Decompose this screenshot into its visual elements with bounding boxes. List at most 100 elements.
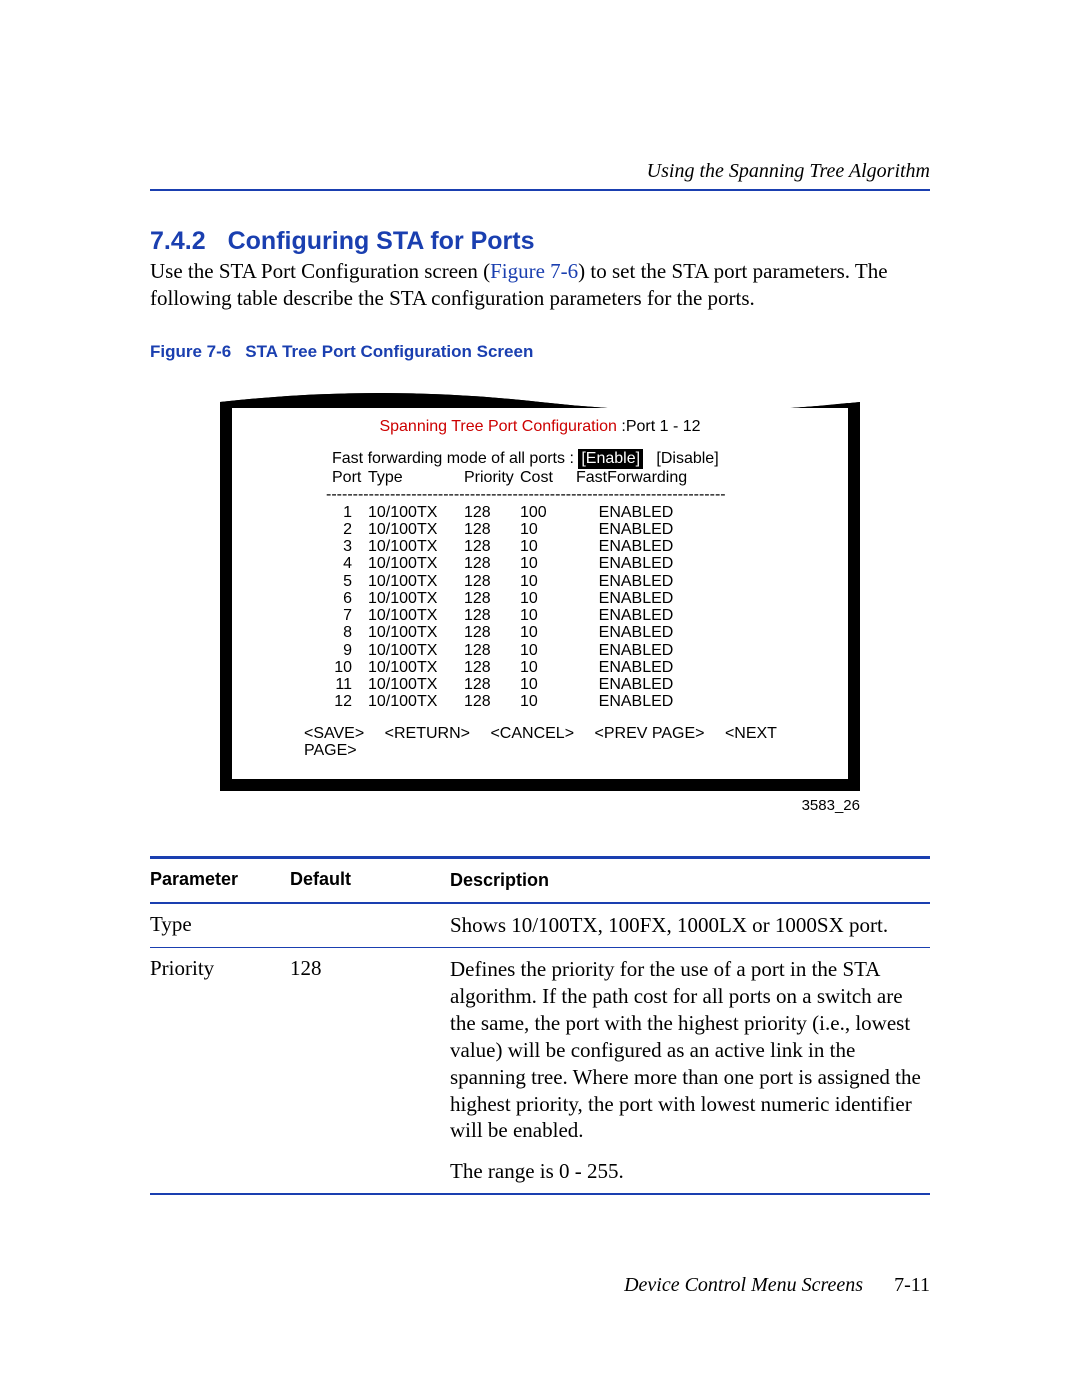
running-head: Using the Spanning Tree Algorithm bbox=[150, 160, 930, 191]
intro-paragraph: Use the STA Port Configuration screen (F… bbox=[150, 258, 930, 312]
th-type: Type bbox=[368, 469, 464, 486]
nav-save[interactable]: <SAVE> bbox=[304, 725, 364, 742]
cell-fastforwarding: ENABLED bbox=[576, 555, 696, 572]
cell-type: 10/100TX bbox=[368, 624, 464, 641]
param-row-priority: Priority 128 Defines the priority for th… bbox=[150, 948, 930, 1193]
cell-fastforwarding: ENABLED bbox=[576, 624, 696, 641]
terminal-header-row: Port Type Priority Cost FastForwarding bbox=[332, 469, 832, 486]
terminal-data-row: 310/100TX12810ENABLED bbox=[332, 538, 832, 555]
cell-cost: 10 bbox=[520, 642, 576, 659]
cell-param: Priority bbox=[150, 956, 290, 981]
cell-type: 10/100TX bbox=[368, 607, 464, 624]
th-description: Description bbox=[450, 869, 930, 892]
figure-link[interactable]: Figure 7-6 bbox=[490, 259, 578, 283]
cell-type: 10/100TX bbox=[368, 590, 464, 607]
terminal-data-row: 910/100TX12810ENABLED bbox=[332, 642, 832, 659]
cell-cost: 10 bbox=[520, 624, 576, 641]
th-default: Default bbox=[290, 869, 450, 892]
cell-priority: 128 bbox=[464, 521, 520, 538]
cell-cost: 10 bbox=[520, 659, 576, 676]
cell-fastforwarding: ENABLED bbox=[576, 676, 696, 693]
cell-fastforwarding: ENABLED bbox=[576, 693, 696, 710]
cell-fastforwarding: ENABLED bbox=[576, 504, 696, 521]
cell-priority: 128 bbox=[464, 573, 520, 590]
cell-priority: 128 bbox=[464, 693, 520, 710]
parameter-table: Parameter Default Description Type Shows… bbox=[150, 856, 930, 1195]
cell-cost: 10 bbox=[520, 693, 576, 710]
figure-caption: Figure 7-6 STA Tree Port Configuration Sc… bbox=[150, 342, 930, 362]
cell-default: 128 bbox=[290, 956, 450, 981]
th-parameter: Parameter bbox=[150, 869, 290, 892]
param-row-type: Type Shows 10/100TX, 100FX, 1000LX or 10… bbox=[150, 904, 930, 948]
fast-forward-row: Fast forwarding mode of all ports : [Ena… bbox=[332, 449, 832, 469]
cell-priority: 128 bbox=[464, 504, 520, 521]
cell-priority: 128 bbox=[464, 642, 520, 659]
cell-port: 11 bbox=[332, 676, 368, 693]
cell-port: 12 bbox=[332, 693, 368, 710]
cell-param: Type bbox=[150, 912, 290, 937]
cell-cost: 10 bbox=[520, 607, 576, 624]
terminal-body: Spanning Tree Port Configuration :Port 1… bbox=[220, 406, 860, 792]
cell-cost: 10 bbox=[520, 676, 576, 693]
terminal-nav: <SAVE> <RETURN> <CANCEL> <PREV PAGE> <NE… bbox=[304, 725, 832, 760]
cell-type: 10/100TX bbox=[368, 693, 464, 710]
cell-priority: 128 bbox=[464, 659, 520, 676]
terminal-data-row: 110/100TX128100ENABLED bbox=[332, 504, 832, 521]
cell-fastforwarding: ENABLED bbox=[576, 573, 696, 590]
cell-priority: 128 bbox=[464, 538, 520, 555]
figure-caption-num: Figure 7-6 bbox=[150, 342, 231, 361]
terminal-data-row: 1110/100TX12810ENABLED bbox=[332, 676, 832, 693]
cell-cost: 10 bbox=[520, 573, 576, 590]
cell-desc-range: The range is 0 - 255. bbox=[450, 1158, 930, 1185]
figure-id: 3583_26 bbox=[220, 797, 860, 814]
cell-type: 10/100TX bbox=[368, 504, 464, 521]
cell-port: 10 bbox=[332, 659, 368, 676]
cell-cost: 10 bbox=[520, 521, 576, 538]
cell-fastforwarding: ENABLED bbox=[576, 521, 696, 538]
figure-caption-text: STA Tree Port Configuration Screen bbox=[245, 342, 533, 361]
terminal-data-row: 1210/100TX12810ENABLED bbox=[332, 693, 832, 710]
nav-cancel[interactable]: <CANCEL> bbox=[490, 725, 574, 742]
terminal-data-row: 710/100TX12810ENABLED bbox=[332, 607, 832, 624]
cell-fastforwarding: ENABLED bbox=[576, 607, 696, 624]
cell-priority: 128 bbox=[464, 590, 520, 607]
cell-port: 9 bbox=[332, 642, 368, 659]
terminal-data-row: 1010/100TX12810ENABLED bbox=[332, 659, 832, 676]
th-fastforwarding: FastForwarding bbox=[576, 469, 696, 486]
terminal-title: Spanning Tree Port Configuration :Port 1… bbox=[248, 418, 832, 435]
ff-other-option[interactable]: [Disable] bbox=[656, 450, 718, 467]
cell-type: 10/100TX bbox=[368, 659, 464, 676]
th-priority: Priority bbox=[464, 469, 520, 486]
cell-priority: 128 bbox=[464, 624, 520, 641]
cell-priority: 128 bbox=[464, 555, 520, 572]
para-pre: Use the STA Port Configuration screen ( bbox=[150, 259, 490, 283]
th-port: Port bbox=[332, 469, 368, 486]
terminal-figure: Spanning Tree Port Configuration :Port 1… bbox=[220, 390, 860, 792]
terminal-data-row: 210/100TX12810ENABLED bbox=[332, 521, 832, 538]
cell-priority: 128 bbox=[464, 607, 520, 624]
cell-desc: Shows 10/100TX, 100FX, 1000LX or 1000SX … bbox=[450, 912, 930, 939]
cell-port: 6 bbox=[332, 590, 368, 607]
ff-selected-option[interactable]: [Enable] bbox=[578, 449, 643, 469]
section-title: Configuring STA for Ports bbox=[228, 227, 535, 255]
footer-page: 7-11 bbox=[894, 1274, 930, 1296]
cell-port: 7 bbox=[332, 607, 368, 624]
terminal-data-row: 510/100TX12810ENABLED bbox=[332, 573, 832, 590]
cell-port: 1 bbox=[332, 504, 368, 521]
cell-port: 3 bbox=[332, 538, 368, 555]
cell-port: 8 bbox=[332, 624, 368, 641]
th-cost: Cost bbox=[520, 469, 576, 486]
section-number: 7.4.2 bbox=[150, 227, 206, 255]
terminal-title-black: :Port 1 - 12 bbox=[621, 418, 700, 435]
terminal-data-row: 610/100TX12810ENABLED bbox=[332, 590, 832, 607]
cell-type: 10/100TX bbox=[368, 676, 464, 693]
nav-return[interactable]: <RETURN> bbox=[385, 725, 470, 742]
nav-prev-page[interactable]: <PREV PAGE> bbox=[595, 725, 705, 742]
cell-fastforwarding: ENABLED bbox=[576, 659, 696, 676]
cell-type: 10/100TX bbox=[368, 642, 464, 659]
cell-desc: Defines the priority for the use of a po… bbox=[450, 956, 930, 1185]
cell-port: 4 bbox=[332, 555, 368, 572]
cell-type: 10/100TX bbox=[368, 573, 464, 590]
cell-desc-main: Defines the priority for the use of a po… bbox=[450, 956, 930, 1144]
terminal-data-row: 410/100TX12810ENABLED bbox=[332, 555, 832, 572]
